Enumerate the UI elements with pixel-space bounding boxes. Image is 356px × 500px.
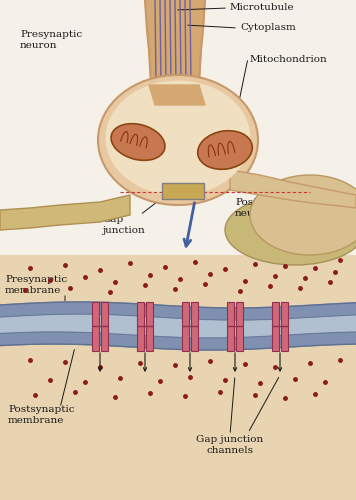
- Text: Postsynaptic
membrane: Postsynaptic membrane: [8, 406, 74, 424]
- Ellipse shape: [198, 130, 252, 170]
- FancyBboxPatch shape: [146, 302, 152, 350]
- FancyBboxPatch shape: [226, 302, 234, 350]
- Text: Presynaptic
membrane: Presynaptic membrane: [5, 276, 67, 294]
- FancyBboxPatch shape: [0, 255, 356, 315]
- Text: Gap junction
channels: Gap junction channels: [197, 436, 264, 454]
- FancyBboxPatch shape: [272, 302, 278, 350]
- FancyBboxPatch shape: [91, 302, 99, 350]
- Text: Presynaptic
neuron: Presynaptic neuron: [20, 30, 82, 50]
- Ellipse shape: [225, 195, 356, 265]
- Ellipse shape: [105, 80, 251, 196]
- FancyBboxPatch shape: [190, 302, 198, 350]
- FancyBboxPatch shape: [162, 183, 204, 199]
- FancyBboxPatch shape: [0, 370, 356, 500]
- FancyBboxPatch shape: [236, 302, 242, 350]
- Ellipse shape: [250, 175, 356, 255]
- Text: Mitochondrion: Mitochondrion: [250, 56, 328, 64]
- Polygon shape: [145, 0, 205, 85]
- FancyBboxPatch shape: [182, 302, 188, 350]
- FancyBboxPatch shape: [0, 0, 356, 270]
- FancyBboxPatch shape: [281, 302, 288, 350]
- Polygon shape: [0, 195, 130, 230]
- Polygon shape: [230, 170, 356, 208]
- FancyBboxPatch shape: [0, 255, 356, 500]
- Ellipse shape: [98, 75, 258, 205]
- Polygon shape: [149, 85, 205, 105]
- Text: Microtubule: Microtubule: [230, 4, 295, 13]
- Text: Cytoplasm: Cytoplasm: [240, 24, 296, 32]
- FancyBboxPatch shape: [100, 302, 108, 350]
- Text: Gap
junction: Gap junction: [102, 216, 145, 234]
- Text: Postsynaptic
neuron: Postsynaptic neuron: [235, 198, 302, 218]
- Ellipse shape: [111, 124, 165, 160]
- FancyBboxPatch shape: [136, 302, 143, 350]
